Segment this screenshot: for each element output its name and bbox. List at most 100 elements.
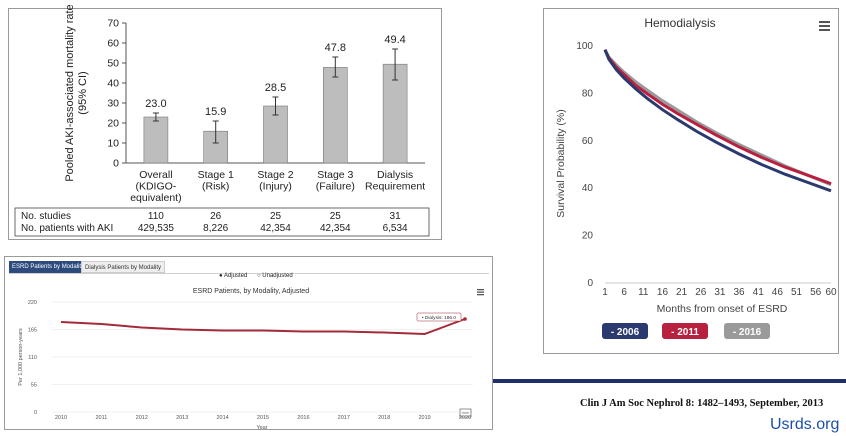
hd-x-tick-label: 51 [791, 287, 803, 298]
aki-data-label: 15.9 [205, 106, 226, 118]
radio-adjusted[interactable]: ● Adjusted [219, 273, 248, 279]
esrd-x-tick-label: 2020 [459, 415, 471, 421]
hd-legend-swatch [724, 323, 770, 339]
hd-y-tick-label: 20 [582, 231, 594, 242]
aki-y-axis-title-line: Pooled AKI-associated mortality rate [64, 4, 76, 181]
esrd-x-tick-label: 2010 [55, 415, 67, 421]
adjustment-radio-group: ● Adjusted ○ Unadjusted [219, 273, 301, 279]
aki-data-label: 49.4 [384, 34, 405, 46]
aki-category-label: equivalent) [130, 192, 181, 204]
footer-divider [493, 379, 846, 383]
esrd-x-tick-label: 2013 [176, 415, 188, 421]
aki-bar [143, 116, 169, 164]
citation-text: Clin J Am Soc Nephrol 8: 1482–1493, Sept… [580, 398, 824, 409]
aki-y-tick-label: 70 [107, 18, 119, 30]
aki-category-label: Stage 1 [198, 169, 234, 181]
esrd-x-tick-label: 2017 [338, 415, 350, 421]
aki-category-label: Stage 3 [317, 169, 353, 181]
aki-table-cell: 25 [330, 211, 342, 222]
tab-esrd-patients-by-modality[interactable]: ESRD Patients by Modality [9, 261, 88, 273]
radio-unadjusted-label: Unadjusted [262, 273, 293, 279]
aki-table-cell: 31 [390, 211, 402, 222]
aki-table-cell: 8,226 [203, 223, 228, 234]
aki-data-label: 28.5 [265, 82, 286, 94]
site-link[interactable]: Usrds.org [770, 416, 840, 433]
hd-x-tick-label: 60 [825, 287, 837, 298]
esrd-tooltip-text: • Dialysis: 186.0 [422, 315, 457, 321]
aki-table-cell: 429,535 [138, 223, 175, 234]
hd-series-line [603, 49, 832, 193]
aki-data-table [14, 207, 430, 237]
aki-y-tick-label: 10 [107, 138, 119, 150]
hamburger-menu-icon-bar [477, 289, 484, 291]
aki-category-label: (Risk) [202, 181, 229, 193]
aki-y-tick-label: 40 [107, 78, 119, 90]
hd-legend-label: - 2016 [733, 327, 762, 338]
esrd-x-tick-label: 2019 [418, 415, 430, 421]
hd-x-tick-label: 11 [638, 287, 649, 298]
hd-series-line [603, 48, 832, 187]
esrd-x-tick-label: 2012 [136, 415, 148, 421]
hamburger-menu-icon-bar [819, 21, 830, 23]
hd-series-line [603, 49, 832, 186]
aki-data-label: 23.0 [145, 98, 166, 110]
esrd-y-tick-label: 110 [28, 355, 37, 361]
esrd-chart-title: ESRD Patients, by Modality, Adjusted [193, 288, 309, 295]
hd-y-tick-label: 0 [587, 278, 593, 289]
esrd-series-line [60, 318, 466, 336]
hemodialysis-survival-chart: Hemodialysis 0 20 40 60 80 100 Survival Probabi… [543, 8, 839, 354]
hamburger-menu-icon [819, 21, 830, 31]
hd-x-tick-label: 16 [657, 287, 669, 298]
hd-y-tick-label: 100 [576, 41, 593, 52]
export-icon-frame [459, 408, 472, 418]
aki-table-cell: 42,354 [320, 223, 351, 234]
aki-chart-svg: 0 10 20 30 40 50 60 70 Pooled AKI-associated mor… [14, 4, 430, 237]
hd-y-axis-title: Survival Probability (%) [555, 109, 567, 218]
hd-legend-swatch [662, 323, 708, 339]
aki-y-axis-title: Pooled AKI-associated mortality rate(95%… [64, 4, 89, 181]
aki-y-tick-label: 30 [107, 98, 119, 110]
esrd-data-point [463, 317, 467, 321]
hd-legend-label: - 2006 [611, 327, 640, 338]
hd-x-tick-label: 1 [602, 287, 608, 298]
hd-y-tick-label: 40 [582, 183, 594, 194]
esrd-y-tick-label: 0 [34, 410, 37, 416]
hd-x-tick-label: 31 [714, 287, 726, 298]
hamburger-menu-icon [477, 289, 484, 296]
hamburger-menu-icon-bar [477, 291, 484, 293]
aki-bar [203, 130, 228, 164]
tab-dialysis-patients-by-modality[interactable]: Dialysis Patients by Modality [81, 261, 166, 273]
hemodialysis-chart-svg: Hemodialysis 0 20 40 60 80 100 Survival Probabi… [555, 16, 837, 339]
esrd-y-tick-label: 165 [28, 328, 37, 334]
aki-y-tick-label: 20 [107, 118, 119, 130]
aki-table-cell: 26 [210, 211, 222, 222]
aki-category-label: (Failure) [316, 181, 355, 193]
hd-x-tick-label: 56 [810, 287, 822, 298]
aki-category-label: Overall [139, 169, 172, 181]
esrd-x-tick-label: 2011 [95, 415, 107, 421]
aki-mortality-chart: 0 10 20 30 40 50 60 70 Pooled AKI-associated mor… [8, 4, 442, 240]
tab-bar-divider [9, 273, 489, 274]
hd-x-tick-label: 41 [753, 287, 765, 298]
esrd-y-tick-label: 220 [28, 300, 37, 306]
hd-x-tick-label: 36 [734, 287, 746, 298]
esrd-y-tick-label: 55 [31, 383, 37, 389]
esrd-modality-chart: ESRD Patients by Modality Dialysis Patie… [4, 256, 493, 431]
radio-unadjusted[interactable]: ○ Unadjusted [257, 273, 293, 279]
aki-y-axis-title-line: (95% CI) [77, 71, 89, 114]
esrd-x-tick-label: 2016 [297, 415, 309, 421]
aki-y-tick-label: 50 [107, 58, 119, 70]
aki-category-label: (KDIGO- [135, 181, 176, 193]
aki-table-row-label: No. patients with AKI [21, 223, 113, 234]
aki-table-cell: 42,354 [260, 223, 291, 234]
esrd-x-tick-label: 2015 [257, 415, 269, 421]
aki-category-label: (Injury) [259, 181, 292, 193]
esrd-x-tick-label: 2014 [216, 415, 228, 421]
hamburger-menu-icon-bar [477, 294, 484, 296]
hd-x-axis-title: Months from onset of ESRD [657, 303, 788, 315]
radio-adjusted-label: Adjusted [223, 273, 248, 279]
hd-y-tick-label: 60 [582, 136, 594, 147]
esrd-tooltip-box [416, 312, 462, 322]
esrd-y-axis-title: Per 1,000 person-years [18, 328, 24, 386]
export-icon [459, 408, 472, 418]
